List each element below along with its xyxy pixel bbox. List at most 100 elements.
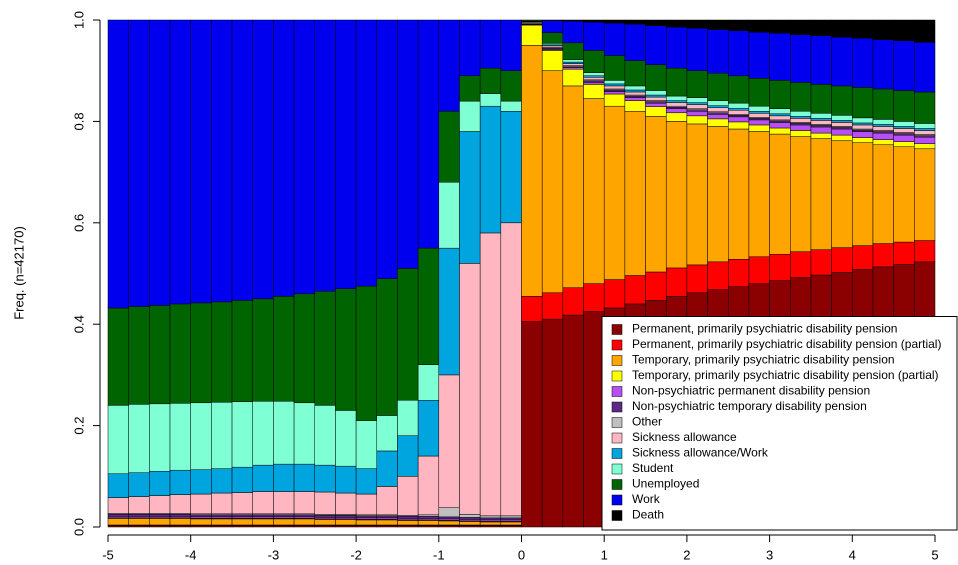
bar-segment	[293, 514, 316, 518]
bar-segment	[914, 130, 936, 135]
y-tick-label: 0.2	[71, 417, 86, 435]
bar-segment	[728, 75, 750, 104]
bar-segment	[459, 517, 481, 520]
bar-segment	[273, 401, 295, 465]
bar-segment	[914, 123, 936, 129]
legend-label: Sickness allowance	[632, 430, 737, 444]
bar-segment	[335, 465, 357, 494]
bar-segment	[645, 106, 667, 117]
bar-segment	[603, 83, 626, 87]
legend-swatch	[611, 494, 623, 506]
legend-swatch	[611, 355, 623, 366]
bar-segment	[459, 514, 481, 518]
bar-segment	[624, 85, 646, 91]
bar-segment	[769, 19, 791, 34]
bar-segment	[128, 472, 150, 497]
bar-segment	[562, 20, 584, 44]
bar-segment	[790, 251, 812, 278]
bar-segment	[541, 50, 564, 71]
bar-segment	[645, 102, 667, 107]
bar-segment	[479, 105, 502, 234]
bars	[107, 19, 936, 528]
bar-segment	[707, 100, 729, 106]
bar-segment	[252, 401, 274, 466]
bar-segment	[686, 70, 708, 98]
bar-segment	[852, 131, 874, 138]
bar-segment	[252, 518, 274, 526]
bar-segment	[397, 516, 419, 519]
bar-segment	[852, 19, 874, 39]
bar-segment	[645, 94, 667, 98]
bar-segment	[128, 514, 150, 517]
bar-segment	[273, 19, 295, 297]
bar-segment	[728, 30, 750, 77]
bar-segment	[417, 364, 440, 401]
bar-segment	[562, 287, 584, 316]
x-tick-label: 5	[931, 547, 938, 562]
bar-segment	[665, 19, 688, 28]
bar-segment	[397, 400, 419, 436]
legend-label: Death	[632, 508, 664, 522]
bar-segment	[169, 494, 191, 514]
bar-segment	[810, 118, 832, 121]
bar-segment	[810, 132, 832, 139]
x-tick-label: -3	[268, 547, 280, 562]
bar-segment	[810, 249, 832, 276]
bar-segment	[355, 468, 378, 495]
bar-segment	[438, 507, 460, 518]
bar-segment	[748, 124, 770, 132]
bar-segment	[479, 515, 502, 519]
bar-segment	[748, 78, 770, 107]
bar-segment	[707, 29, 729, 74]
bar-segment	[748, 111, 770, 114]
bar-segment	[686, 97, 708, 103]
bar-segment	[231, 300, 253, 403]
bar-segment	[831, 115, 853, 121]
bar-segment	[790, 130, 812, 137]
bar-segment	[562, 85, 584, 288]
bar-segment	[728, 107, 750, 111]
legend-swatch	[611, 510, 623, 521]
bar-segment	[665, 67, 688, 97]
bar-segment	[211, 468, 233, 494]
bar-segment	[665, 100, 688, 103]
bar-segment	[831, 247, 853, 273]
bar-segment	[500, 517, 522, 521]
bar-segment	[541, 292, 564, 320]
bar-segment	[128, 518, 150, 526]
bar-segment	[314, 515, 336, 518]
bar-segment	[169, 518, 191, 526]
bar-segment	[252, 19, 274, 300]
bar-segment	[624, 19, 646, 25]
bar-segment	[790, 116, 812, 119]
bar-segment	[790, 136, 812, 252]
bar-segment	[273, 463, 295, 492]
bar-segment	[686, 264, 708, 294]
bar-segment	[190, 469, 212, 495]
bar-segment	[562, 63, 584, 66]
bar-segment	[211, 518, 233, 526]
bar-segment	[893, 146, 915, 243]
legend-box	[601, 316, 958, 531]
bar-segment	[914, 240, 936, 263]
bar-segment	[459, 100, 481, 132]
bar-segment	[707, 114, 729, 120]
bar-segment	[914, 42, 936, 93]
bar-segment	[417, 19, 440, 249]
y-tick-label: 1.0	[71, 11, 86, 29]
bar-segment	[438, 374, 460, 508]
x-tick-label: 1	[601, 547, 608, 562]
bar-segment	[872, 19, 894, 41]
bar-segment	[211, 301, 233, 403]
bar-segment	[852, 245, 874, 270]
legend-label: Student	[632, 461, 674, 475]
legend-label: Temporary, primarily psychiatric disabil…	[632, 353, 895, 367]
bar-segment	[810, 19, 832, 36]
bar-segment	[707, 261, 729, 290]
bar-segment	[728, 121, 750, 130]
bar-segment	[231, 401, 253, 468]
bar-segment	[583, 84, 605, 99]
bar-segment	[893, 121, 915, 127]
bar-segment	[583, 77, 605, 81]
